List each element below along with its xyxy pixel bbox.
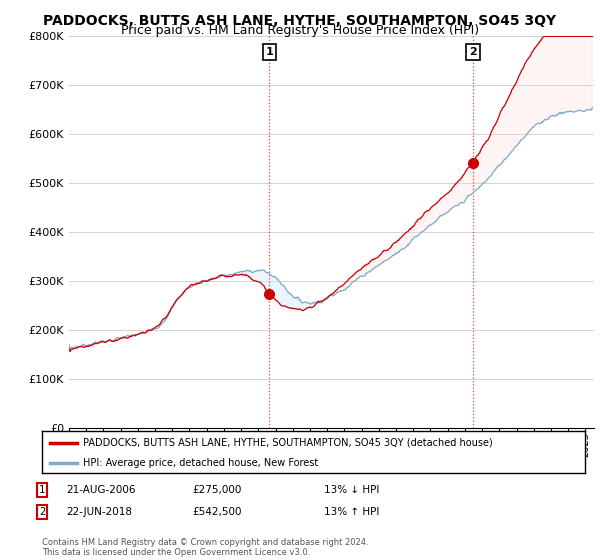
Text: 2: 2 [469,47,477,57]
Text: 13% ↑ HPI: 13% ↑ HPI [324,507,379,517]
Text: 1: 1 [265,47,273,57]
Text: 2: 2 [39,507,45,517]
Text: 1: 1 [39,485,45,495]
Text: 22-JUN-2018: 22-JUN-2018 [66,507,132,517]
Text: PADDOCKS, BUTTS ASH LANE, HYTHE, SOUTHAMPTON, SO45 3QY: PADDOCKS, BUTTS ASH LANE, HYTHE, SOUTHAM… [43,14,557,28]
Text: HPI: Average price, detached house, New Forest: HPI: Average price, detached house, New … [83,458,318,468]
Text: Price paid vs. HM Land Registry's House Price Index (HPI): Price paid vs. HM Land Registry's House … [121,24,479,37]
Text: Contains HM Land Registry data © Crown copyright and database right 2024.
This d: Contains HM Land Registry data © Crown c… [42,538,368,557]
Text: £542,500: £542,500 [192,507,241,517]
Text: PADDOCKS, BUTTS ASH LANE, HYTHE, SOUTHAMPTON, SO45 3QY (detached house): PADDOCKS, BUTTS ASH LANE, HYTHE, SOUTHAM… [83,438,493,448]
Text: £275,000: £275,000 [192,485,241,495]
Text: 21-AUG-2006: 21-AUG-2006 [66,485,136,495]
Text: 13% ↓ HPI: 13% ↓ HPI [324,485,379,495]
